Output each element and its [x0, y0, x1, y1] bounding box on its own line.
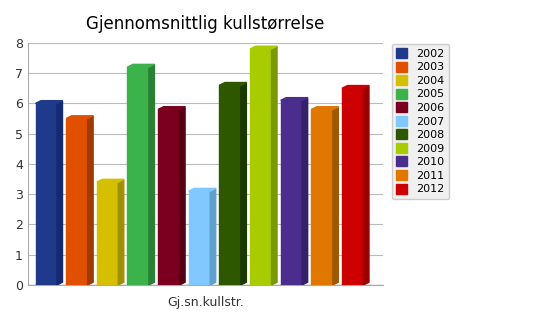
- Polygon shape: [220, 85, 241, 285]
- Polygon shape: [35, 103, 57, 285]
- Polygon shape: [281, 282, 307, 285]
- Polygon shape: [66, 116, 93, 119]
- Polygon shape: [128, 67, 149, 285]
- Polygon shape: [189, 188, 216, 191]
- Polygon shape: [149, 64, 155, 285]
- Polygon shape: [97, 179, 124, 182]
- X-axis label: Gj.sn.kullstr.: Gj.sn.kullstr.: [167, 296, 244, 309]
- Polygon shape: [180, 107, 185, 285]
- Polygon shape: [311, 107, 338, 110]
- Polygon shape: [158, 110, 180, 285]
- Polygon shape: [250, 282, 277, 285]
- Polygon shape: [35, 101, 63, 103]
- Polygon shape: [189, 282, 216, 285]
- Polygon shape: [342, 88, 363, 285]
- Polygon shape: [128, 64, 155, 67]
- Polygon shape: [210, 188, 216, 285]
- Polygon shape: [87, 116, 93, 285]
- Polygon shape: [250, 46, 277, 49]
- Polygon shape: [128, 282, 155, 285]
- Polygon shape: [250, 49, 272, 285]
- Polygon shape: [272, 46, 277, 285]
- Polygon shape: [118, 179, 124, 285]
- Legend: 2002, 2003, 2004, 2005, 2006, 2007, 2008, 2009, 2010, 2011, 2012: 2002, 2003, 2004, 2005, 2006, 2007, 2008…: [392, 44, 449, 199]
- Polygon shape: [35, 282, 63, 285]
- Polygon shape: [158, 107, 185, 110]
- Polygon shape: [342, 86, 369, 88]
- Polygon shape: [311, 110, 333, 285]
- Polygon shape: [97, 182, 118, 285]
- Polygon shape: [241, 83, 246, 285]
- Polygon shape: [302, 98, 307, 285]
- Polygon shape: [220, 83, 246, 85]
- Polygon shape: [311, 282, 338, 285]
- Polygon shape: [363, 86, 369, 285]
- Polygon shape: [158, 282, 185, 285]
- Polygon shape: [57, 101, 63, 285]
- Polygon shape: [281, 98, 307, 100]
- Polygon shape: [281, 100, 302, 285]
- Polygon shape: [220, 282, 246, 285]
- Polygon shape: [189, 191, 210, 285]
- Polygon shape: [66, 119, 87, 285]
- Polygon shape: [66, 282, 93, 285]
- Title: Gjennomsnittlig kullstørrelse: Gjennomsnittlig kullstørrelse: [86, 15, 324, 33]
- Polygon shape: [342, 282, 369, 285]
- Polygon shape: [333, 107, 338, 285]
- Polygon shape: [97, 282, 124, 285]
